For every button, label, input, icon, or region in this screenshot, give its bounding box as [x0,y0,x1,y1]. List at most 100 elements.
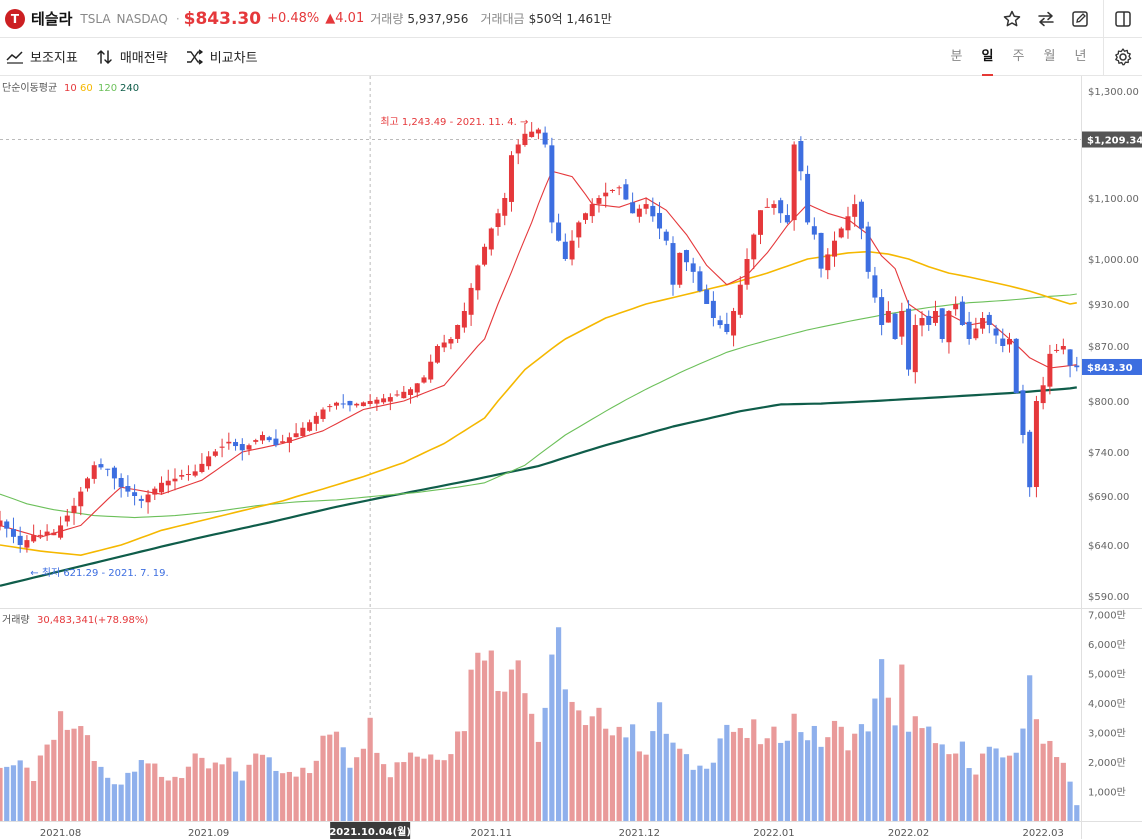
volume-bar [1013,752,1019,821]
period-tab-week[interactable]: 주 [1012,49,1025,64]
period-tab-day[interactable]: 일 [972,38,1003,76]
candle-body [78,491,84,507]
stock-header: T 테슬라 TSLA NASDAQ · $843.30 +0.48% ▲4.01… [0,0,1142,38]
volume-bar [428,754,434,821]
candle-body [360,402,366,407]
candle-body [771,204,777,208]
volume-bars [0,627,1080,821]
ma10-line [0,170,1077,538]
volume-bar [259,754,266,821]
candle-body [885,311,891,323]
candle-body [64,515,70,522]
volume-value: 5,937,956 [407,11,469,26]
edit-pencil-icon[interactable] [1063,0,1097,38]
swap-arrows-icon[interactable] [1029,0,1063,38]
volume-bar [831,720,838,821]
volume-bar [273,770,279,821]
ma240-line [0,386,1077,587]
annotations: 최고 1,243.49 - 2021. 11. 4. → ← 최저 621.29 … [30,116,528,579]
volume-bar [751,719,757,821]
favorite-star-icon[interactable] [995,0,1029,38]
crosshair-date-label: 2021.10.04(월) [329,826,411,838]
candle-body [919,318,925,326]
volume-bar [710,762,716,821]
candle-body [367,401,373,404]
period-tab-month[interactable]: 월 [1043,49,1056,64]
candle-body [663,231,669,241]
volume-bar [488,650,494,821]
candle-body [636,208,642,217]
volume-bar [185,766,192,821]
period-tab-year[interactable]: 년 [1074,49,1087,64]
volume-bar [320,735,326,821]
candle-body [805,173,811,223]
candle-body [858,201,864,229]
side-panel-icon[interactable] [1104,0,1142,38]
time-tick-label: 2021.11 [471,828,512,839]
candle-body [986,314,992,325]
candle-body [609,189,615,191]
candle-body [31,535,37,542]
volume-bar [313,760,319,821]
candle-body [280,441,286,443]
candle-body [1040,385,1046,404]
candle-body [434,346,440,363]
candle-body [414,383,420,393]
candle-body [946,311,952,343]
volume-bar [4,766,10,821]
low-price-annotation: ← 최저 621.29 - 2021. 7. 19. [30,567,169,579]
volume-bar [407,752,414,821]
ma-legend-title: 단순이동평균 [2,82,57,94]
volume-bar [381,764,387,821]
candle-body [98,464,104,468]
indicators-button[interactable]: 보조지표 [6,47,78,66]
strategy-button[interactable]: 매매전략 [96,47,168,66]
compare-button[interactable]: 비교차트 [186,47,258,66]
settings-gear-icon[interactable] [1103,38,1142,76]
candle-body [145,494,151,503]
candle-body [939,308,945,339]
candle-body [1007,339,1012,345]
price-chart[interactable]: 단순이동평균 10 60 120 240 거래량 30,483,341 (+78… [0,76,1142,839]
volume-bar [64,729,70,821]
volume-bar [105,777,111,821]
volume-bar [535,741,541,821]
candle-body [704,289,710,304]
shuffle-icon [186,48,203,65]
volume-bar [555,627,562,821]
candle-body [428,361,434,380]
candle-body [1054,349,1060,351]
volume-bar [374,752,380,821]
volume-bar [448,754,454,821]
last-price-label: $843.30 [1087,363,1133,374]
volume-bar [226,757,232,821]
volume-bar [562,689,568,821]
candle-body [583,213,589,220]
candle-body [596,198,602,204]
candle-body [199,463,205,472]
volume-bar [569,701,575,821]
candle-body [953,304,959,310]
volume-bar [879,659,885,821]
volume-bar [811,725,817,821]
candle-body [387,397,393,402]
volume-bar [798,732,804,821]
candle-body [441,342,447,348]
chart-toolbar: 보조지표 매매전략 비교차트 분 일 주 월 년 [0,38,1142,76]
candle-body [334,402,339,406]
volume-bar [125,772,131,821]
ma-legend-60: 60 [80,83,93,94]
header-actions [995,0,1142,38]
time-tick-label: 2021.12 [619,828,660,839]
volume-bar [838,726,844,821]
candle-body [731,311,737,336]
volume-bar [784,740,791,821]
volume-bar [1000,757,1006,821]
volume-bar [239,780,245,821]
period-tab-minute[interactable]: 분 [950,49,963,64]
candle-body [1013,338,1019,394]
change-amount: ▲4.01 [325,11,365,26]
candle-body [300,427,306,437]
volume-bar [1033,719,1040,821]
candle-body [697,271,703,292]
